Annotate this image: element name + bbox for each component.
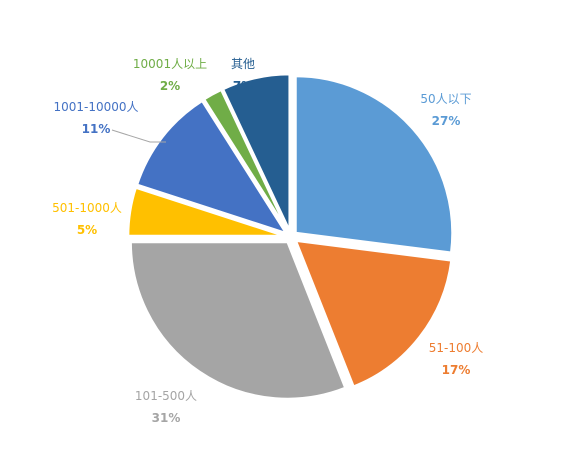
pie-slice: [135, 99, 290, 236]
pie-slice: [126, 185, 286, 238]
pie-slices: [126, 72, 454, 401]
slice-category-label: 其他: [231, 57, 255, 71]
pie-slice: [294, 74, 454, 255]
pie-slice: [221, 72, 291, 232]
slice-category-label: 10001人以上: [133, 57, 207, 71]
leader-lines: [111, 129, 166, 143]
slice-category-label: 51-100人: [429, 341, 484, 355]
slice-category-label: 50人以下: [420, 92, 471, 106]
slice-value-label: 7%: [233, 79, 253, 93]
slice-value-label: 31%: [152, 411, 181, 425]
pie-slice: [129, 240, 348, 401]
slice-category-label: 1001-10000人: [53, 100, 138, 114]
pie-slice: [202, 88, 290, 233]
slice-category-label: 501-1000人: [52, 201, 122, 215]
slice-value-label: 17%: [442, 363, 471, 377]
slice-value-label: 11%: [82, 122, 111, 136]
slice-category-label: 101-500人: [135, 389, 197, 403]
slice-labels: 50人以下 27% 51-100人 17% 101-500人 31% 501-1000人 5%…: [52, 57, 483, 425]
slice-value-label: 2%: [160, 79, 180, 93]
slice-value-label: 5%: [77, 223, 97, 237]
slice-value-label: 27%: [432, 114, 461, 128]
leader-line: [111, 129, 166, 143]
pie-slice: [293, 239, 453, 389]
